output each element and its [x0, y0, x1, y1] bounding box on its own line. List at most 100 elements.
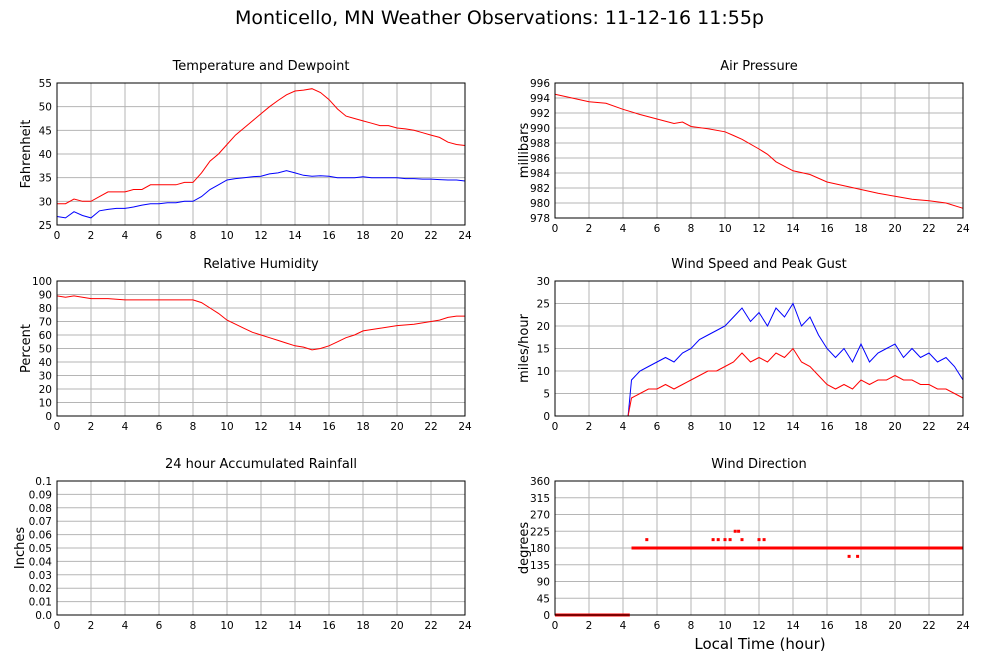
x-tick-label: 14 [288, 230, 302, 242]
x-tick-label: 22 [922, 421, 935, 433]
data-point [728, 538, 732, 542]
data-point [847, 554, 851, 558]
x-tick-label: 6 [156, 620, 163, 632]
data-point [856, 554, 860, 558]
x-tick-label: 10 [718, 223, 731, 235]
x-tick-label: 4 [122, 421, 129, 433]
x-tick-label: 14 [786, 421, 800, 433]
x-tick-label: 16 [322, 421, 336, 433]
x-tick-label: 4 [620, 620, 627, 632]
y-tick-label: 0 [543, 610, 550, 622]
x-tick-label: 16 [820, 620, 834, 632]
y-tick-label: 0 [45, 411, 52, 423]
x-tick-label: 2 [88, 230, 95, 242]
data-point [723, 538, 727, 542]
chart-title: Wind Speed and Peak Gust [671, 257, 846, 272]
y-tick-label: 180 [530, 543, 550, 555]
y-tick-label: 992 [530, 108, 550, 120]
x-tick-label: 18 [356, 421, 369, 433]
y-tick-label: 980 [530, 198, 550, 210]
y-tick-label: 982 [530, 183, 550, 195]
y-tick-label: 80 [39, 303, 52, 315]
y-tick-label: 20 [537, 321, 550, 333]
y-axis-label: millibars [517, 123, 532, 179]
y-tick-label: 988 [530, 138, 550, 150]
y-tick-label: 40 [39, 357, 52, 369]
y-tick-label: 0.1 [35, 476, 52, 488]
x-tick-label: 24 [458, 421, 472, 433]
x-tick-label: 10 [220, 421, 233, 433]
plot-frame [554, 480, 964, 616]
y-tick-label: 0.0 [35, 610, 52, 622]
y-tick-label: 60 [39, 330, 52, 342]
x-tick-label: 8 [190, 421, 197, 433]
series-line-0 [56, 295, 465, 351]
x-tick-label: 18 [854, 421, 867, 433]
x-tick-label: 0 [54, 620, 61, 632]
y-tick-label: 45 [537, 593, 550, 605]
series-line-0 [555, 302, 964, 417]
y-tick-label: 978 [530, 213, 550, 225]
data-point [645, 538, 649, 542]
series-line-1 [555, 347, 964, 417]
x-tick-label: 12 [752, 421, 765, 433]
y-tick-label: 0.04 [29, 556, 53, 568]
data-point [852, 546, 856, 550]
data-point [740, 538, 744, 542]
y-tick-label: 225 [530, 526, 550, 538]
data-point [762, 538, 766, 542]
x-tick-label: 16 [322, 620, 336, 632]
x-tick-label: 22 [424, 421, 437, 433]
x-tick-label: 6 [156, 230, 163, 242]
x-tick-label: 20 [390, 230, 403, 242]
plot-frame [554, 82, 964, 219]
x-tick-label: 2 [88, 620, 95, 632]
y-tick-label: 50 [39, 344, 52, 356]
x-tick-label: 14 [786, 223, 800, 235]
x-tick-label: 4 [122, 620, 129, 632]
x-tick-label: 6 [654, 421, 661, 433]
data-point [747, 546, 751, 550]
x-tick-label: 12 [254, 230, 267, 242]
plot-frame [56, 480, 466, 616]
y-tick-label: 0.06 [29, 530, 53, 542]
y-tick-label: 30 [39, 371, 52, 383]
x-tick-label: 22 [922, 223, 935, 235]
x-tick-label: 0 [552, 421, 559, 433]
y-tick-label: 984 [530, 168, 550, 180]
x-tick-label: 22 [922, 620, 935, 632]
series-line-0 [57, 88, 466, 205]
y-tick-label: 15 [537, 344, 550, 356]
x-tick-label: 24 [956, 223, 970, 235]
x-tick-label: 16 [820, 421, 834, 433]
y-tick-label: 90 [39, 290, 52, 302]
y-tick-label: 270 [530, 510, 550, 522]
plot-frame [56, 280, 466, 417]
data-point [733, 529, 737, 533]
x-tick-label: 18 [854, 223, 867, 235]
y-tick-label: 315 [530, 493, 550, 505]
x-tick-label: 6 [654, 223, 661, 235]
chart-title: Wind Direction [711, 457, 807, 472]
series-line-1 [56, 170, 466, 219]
y-axis-label: Inches [13, 527, 28, 569]
chart-title: 24 hour Accumulated Rainfall [165, 457, 357, 472]
x-tick-label: 18 [356, 230, 369, 242]
y-tick-label: 990 [530, 123, 550, 135]
y-tick-label: 50 [39, 102, 52, 114]
x-tick-label: 20 [888, 620, 901, 632]
y-tick-label: 0 [543, 411, 550, 423]
y-tick-label: 55 [39, 78, 52, 90]
y-tick-label: 45 [39, 125, 52, 137]
y-tick-label: 360 [530, 476, 550, 488]
plot-frame [56, 82, 466, 226]
y-tick-label: 0.08 [29, 503, 52, 515]
y-tick-label: 986 [530, 153, 550, 165]
y-axis-label: Fahrenheit [19, 120, 34, 189]
series-line-0 [554, 93, 964, 209]
x-tick-label: 20 [888, 421, 901, 433]
x-tick-label: 10 [718, 620, 731, 632]
